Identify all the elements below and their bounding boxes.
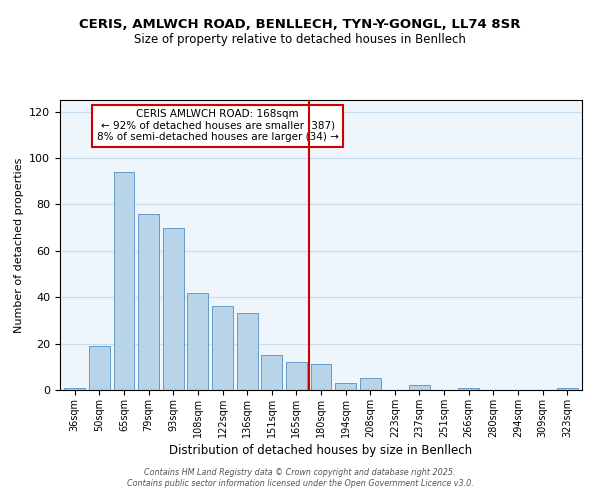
Bar — [557, 388, 578, 390]
Y-axis label: Number of detached properties: Number of detached properties — [14, 158, 23, 332]
Bar — [286, 362, 307, 390]
Bar — [409, 386, 430, 390]
Bar — [138, 214, 159, 390]
X-axis label: Distribution of detached houses by size in Benllech: Distribution of detached houses by size … — [169, 444, 473, 457]
Text: CERIS, AMLWCH ROAD, BENLLECH, TYN-Y-GONGL, LL74 8SR: CERIS, AMLWCH ROAD, BENLLECH, TYN-Y-GONG… — [79, 18, 521, 30]
Text: CERIS AMLWCH ROAD: 168sqm
← 92% of detached houses are smaller (387)
8% of semi-: CERIS AMLWCH ROAD: 168sqm ← 92% of detac… — [97, 110, 338, 142]
Text: Contains HM Land Registry data © Crown copyright and database right 2025.
Contai: Contains HM Land Registry data © Crown c… — [127, 468, 473, 487]
Bar — [113, 172, 134, 390]
Bar — [236, 314, 257, 390]
Bar — [360, 378, 381, 390]
Bar — [261, 355, 282, 390]
Bar — [163, 228, 184, 390]
Text: Size of property relative to detached houses in Benllech: Size of property relative to detached ho… — [134, 32, 466, 46]
Bar — [187, 292, 208, 390]
Bar — [458, 388, 479, 390]
Bar — [335, 383, 356, 390]
Bar — [89, 346, 110, 390]
Bar — [212, 306, 233, 390]
Bar — [64, 388, 85, 390]
Bar — [311, 364, 331, 390]
